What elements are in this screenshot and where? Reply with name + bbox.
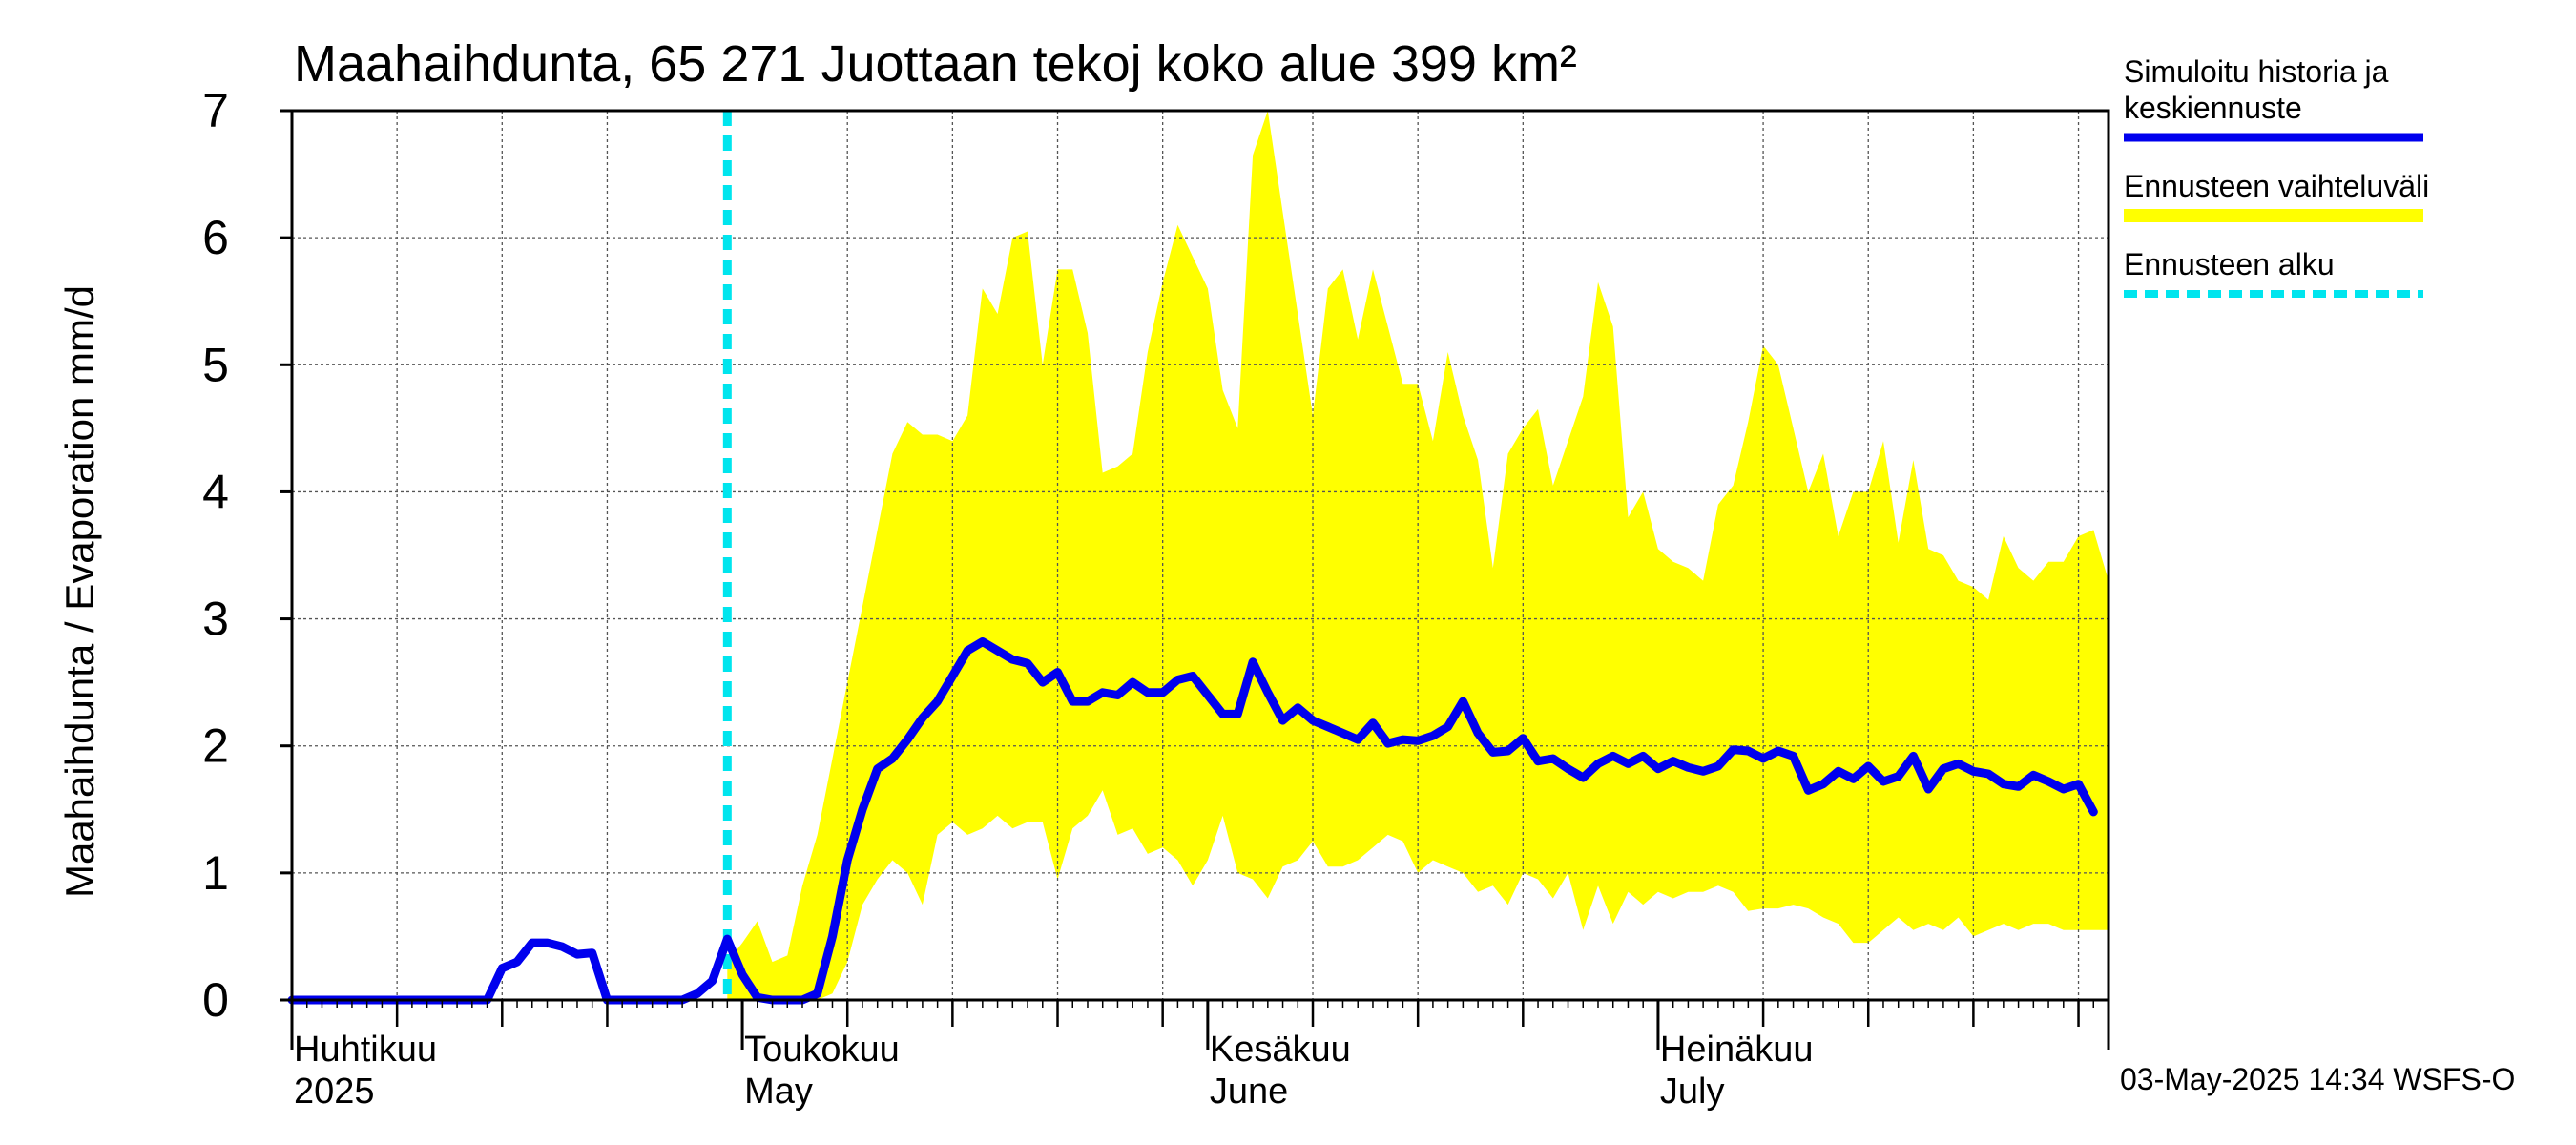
x-month-sublabel: May: [744, 1072, 813, 1112]
y-tick-label: 2: [202, 719, 229, 773]
x-month-sublabel: 2025: [294, 1072, 375, 1112]
y-tick-label: 1: [202, 846, 229, 900]
y-tick-label: 4: [202, 465, 229, 518]
legend-label: Simuloitu historia ja: [2124, 54, 2389, 89]
y-tick-label: 5: [202, 338, 229, 391]
legend-label: Ennusteen vaihteluväli: [2124, 169, 2429, 203]
plot-area: [287, 109, 2110, 1005]
legend-label: keskiennuste: [2124, 91, 2302, 125]
plot-frame: [290, 109, 2110, 1002]
y-tick-label: 6: [202, 211, 229, 264]
x-month-label: Kesäkuu: [1210, 1030, 1351, 1070]
x-month-label: Huhtikuu: [294, 1030, 437, 1070]
x-month-label: Heinäkuu: [1660, 1030, 1814, 1070]
y-tick-label: 7: [202, 84, 229, 137]
x-month-sublabel: July: [1660, 1072, 1725, 1112]
x-month-label: Toukokuu: [744, 1030, 900, 1070]
y-tick-label: 3: [202, 593, 229, 646]
chart-title: Maahaihdunta, 65 271 Juottaan tekoj koko…: [294, 35, 1577, 93]
x-month-sublabel: June: [1210, 1072, 1288, 1112]
timestamp-stamp: 03-May-2025 14:34 WSFS-O: [2120, 1062, 2515, 1096]
axis-layer: 01234567Huhtikuu2025ToukokuuMayKesäkuuJu…: [202, 84, 2110, 1112]
legend-label: Ennusteen alku: [2124, 247, 2335, 281]
y-tick-label: 0: [202, 973, 229, 1027]
y-axis-label: Maahaihdunta / Evaporation mm/d: [57, 285, 102, 898]
series-layer: [287, 637, 2098, 1005]
simulated-series-line: [287, 637, 2098, 1005]
